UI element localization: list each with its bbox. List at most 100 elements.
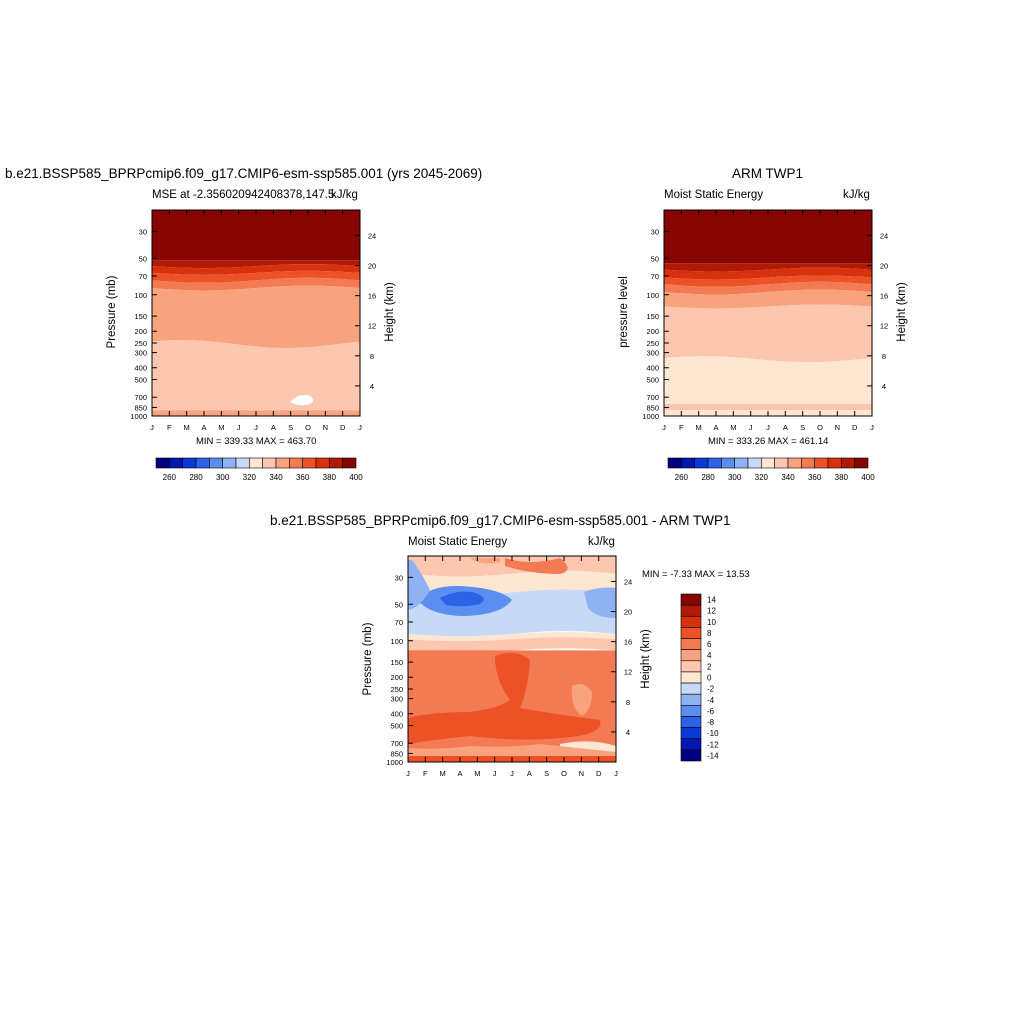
model-panel-x-tick-label: J [150,423,154,432]
model-panel-colorbar-box [155,457,170,469]
model-panel-x-tick-label: J [237,423,241,432]
obs-panel-y2-tick-label: 20 [880,262,888,271]
model-panel-x-tick-label: J [254,423,258,432]
obs-panel-y-tick-label: 850 [646,403,659,412]
model-panel-band [152,264,360,275]
diff-panel-colorbar-box [680,627,702,639]
diff-panel-blob [408,652,601,744]
diff-panel-x-tick-label: D [596,769,602,778]
model-panel-y-tick-label: 400 [134,364,147,373]
model-panel-y-tick-label: 200 [134,327,147,336]
obs-panel-colorbar-box [694,457,709,469]
obs-panel-x-tick-label: N [835,423,840,432]
obs-panel-x-tick-label: J [766,423,770,432]
obs-panel-colorbar-box [747,457,762,469]
diff-panel-x-tick-label: J [406,769,410,778]
diff-panel-colorbar-box [680,649,702,662]
obs-panel-units: kJ/kg [843,189,870,201]
model-panel-y-tick-label: 1000 [130,412,147,421]
obs-panel-band [664,356,872,416]
diff-panel-y-tick-label: 150 [390,658,403,667]
obs-panel-colorbar-box [761,457,775,469]
obs-panel-band [664,281,872,295]
model-panel-colorbar-box [235,457,250,469]
obs-panel-y2-tick-label: 8 [882,352,886,361]
diff-panel-colorbar-box [680,604,702,617]
obs-panel-colorbar-label: 360 [808,473,822,482]
model-panel-y-tick-label: 70 [139,272,147,281]
obs-panel-y-tick-label: 250 [646,339,659,348]
diff-panel-colorbar-label: -4 [707,696,715,705]
obs-panel-colorbar-label: 320 [755,473,769,482]
diff-panel-y2-tick-label: 12 [624,668,632,677]
obs-panel-colorbar-box [681,457,695,469]
model-panel-band [152,270,360,283]
obs-panel-x-tick-label: M [696,423,702,432]
diff-panel-band [408,632,616,642]
diff-panel-colorbar-label: 2 [707,662,712,671]
obs-panel-colorbar-box [667,457,682,469]
diff-panel-y-tick-label: 250 [390,685,403,694]
diff-panel-colorbar-label: 12 [707,607,716,616]
model-panel-y-tick-label: 850 [134,403,147,412]
model-panel-units: kJ/kg [331,189,358,201]
obs-panel-colorbar-box [734,457,749,469]
model-panel-y-tick-label: 300 [134,349,147,358]
diff-panel-colorbar-label: -2 [707,685,715,694]
diff-panel-x-tick-label: N [579,769,584,778]
diff-panel-band [408,637,616,653]
diff-panel-colorbar-label: 8 [707,629,712,638]
model-panel-contour-blob [290,394,314,406]
obs-panel-colorbar-box [707,457,722,469]
model-panel-band [152,340,360,411]
obs-panel-y2-tick-label: 16 [880,292,888,301]
diff-panel-units: kJ/kg [588,536,615,548]
obs-panel-band [664,404,872,410]
model-panel-left-subtitle: MSE at -2.356020942408378,147.5 [152,189,335,201]
obs-panel-y-tick-label: 700 [646,393,659,402]
model-panel-y2-tick-label: 16 [368,292,376,301]
diff-panel-colorbar-label: 4 [707,651,712,660]
diff-panel-y-tick-label: 1000 [386,758,403,767]
diff-panel-y-tick-label: 400 [390,710,403,719]
diff-panel-contour-fill [408,556,616,762]
diff-panel-colorbar-box [680,671,702,684]
obs-panel-band [664,304,872,363]
diff-panel-blob [408,744,616,756]
obs-panel-y-tick-label: 400 [646,364,659,373]
model-panel-x-tick-label: N [323,423,328,432]
obs-panel-x-tick-label: M [730,423,736,432]
model-panel-y2-tick-label: 20 [368,262,376,271]
model-panel-band [152,260,360,269]
obs-panel-band [664,275,872,287]
model-panel-band [152,285,360,348]
model-panel-colorbar-label: 360 [296,473,310,482]
obs-panel-y-tick-label: 300 [646,349,659,358]
diff-panel-x-tick-label: J [510,769,514,778]
obs-panel-band [664,289,872,309]
model-panel-y-tick-label: 500 [134,376,147,385]
diff-panel-blob [440,591,484,607]
diff-panel-y2label: Height (km) [640,629,652,689]
diff-panel-y-tick-label: 70 [395,618,403,627]
diff-panel-y-tick-label: 500 [390,722,403,731]
diff-panel-colorbar-label: 6 [707,640,712,649]
obs-panel-y-tick-label: 100 [646,291,659,300]
diff-panel-x-tick-label: J [614,769,618,778]
obs-panel-y-tick-label: 200 [646,327,659,336]
model-panel-colorbar-box [209,457,223,469]
model-panel-colorbar-label: 380 [323,473,337,482]
diff-panel-y2-tick-label: 20 [624,608,632,617]
model-panel-x-tick-label: O [305,423,311,432]
model-panel-y-tick-label: 100 [134,291,147,300]
obs-panel-band [664,210,872,264]
model-panel-x-tick-label: M [184,423,190,432]
obs-panel-y-tick-label: 500 [646,376,659,385]
model-panel-colorbar-box [262,457,277,469]
model-panel-colorbar-box [249,457,263,469]
obs-panel-colorbar-box [814,457,829,469]
obs-panel-contour-fill [664,210,872,416]
obs-panel-x-tick-label: J [662,423,666,432]
model-panel-colorbar-label: 340 [269,473,283,482]
